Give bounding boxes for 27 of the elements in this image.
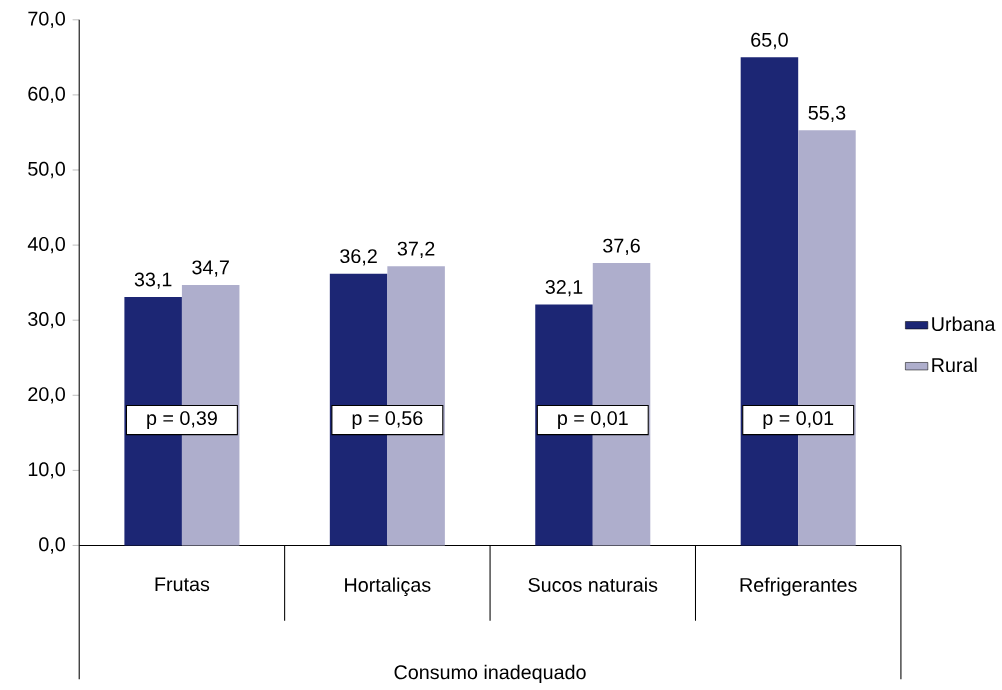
data-label: 37,6 <box>603 238 640 256</box>
x-tick-label: Refrigerantes <box>740 577 857 596</box>
data-label: 32,1 <box>545 280 583 297</box>
data-label: 37,2 <box>397 241 435 259</box>
y-tick-label: 0,0 <box>39 537 65 554</box>
y-tick-label: 20,0 <box>28 387 65 404</box>
data-label: 33,1 <box>134 272 172 289</box>
annotation: p = 0,56 <box>352 411 423 430</box>
y-tick-label: 50,0 <box>28 161 65 179</box>
y-tick-label: 60,0 <box>28 86 65 104</box>
annotation: p = 0,39 <box>147 411 217 430</box>
x-tick-label: Frutas <box>155 577 210 592</box>
y-tick-label: 10,0 <box>28 462 65 479</box>
annotation: p = 0,01 <box>763 411 834 430</box>
legend-label: Rural <box>932 357 977 373</box>
data-label: 34,7 <box>192 260 229 277</box>
annotation: p = 0,01 <box>558 411 628 430</box>
y-tick-label: 40,0 <box>27 237 65 254</box>
x-tick-label: Sucos naturais <box>528 577 658 593</box>
y-tick-label: 70,0 <box>28 11 65 29</box>
data-label: 55,3 <box>808 105 846 123</box>
data-label: 65,0 <box>751 33 788 50</box>
x-tick-label: Hortaliças <box>345 577 431 597</box>
y-tick-label: 30,0 <box>28 312 65 329</box>
x-axis-title: Consumo inadequado <box>394 664 586 684</box>
legend-label: Urbana <box>932 316 996 332</box>
data-label: 36,2 <box>340 249 377 266</box>
